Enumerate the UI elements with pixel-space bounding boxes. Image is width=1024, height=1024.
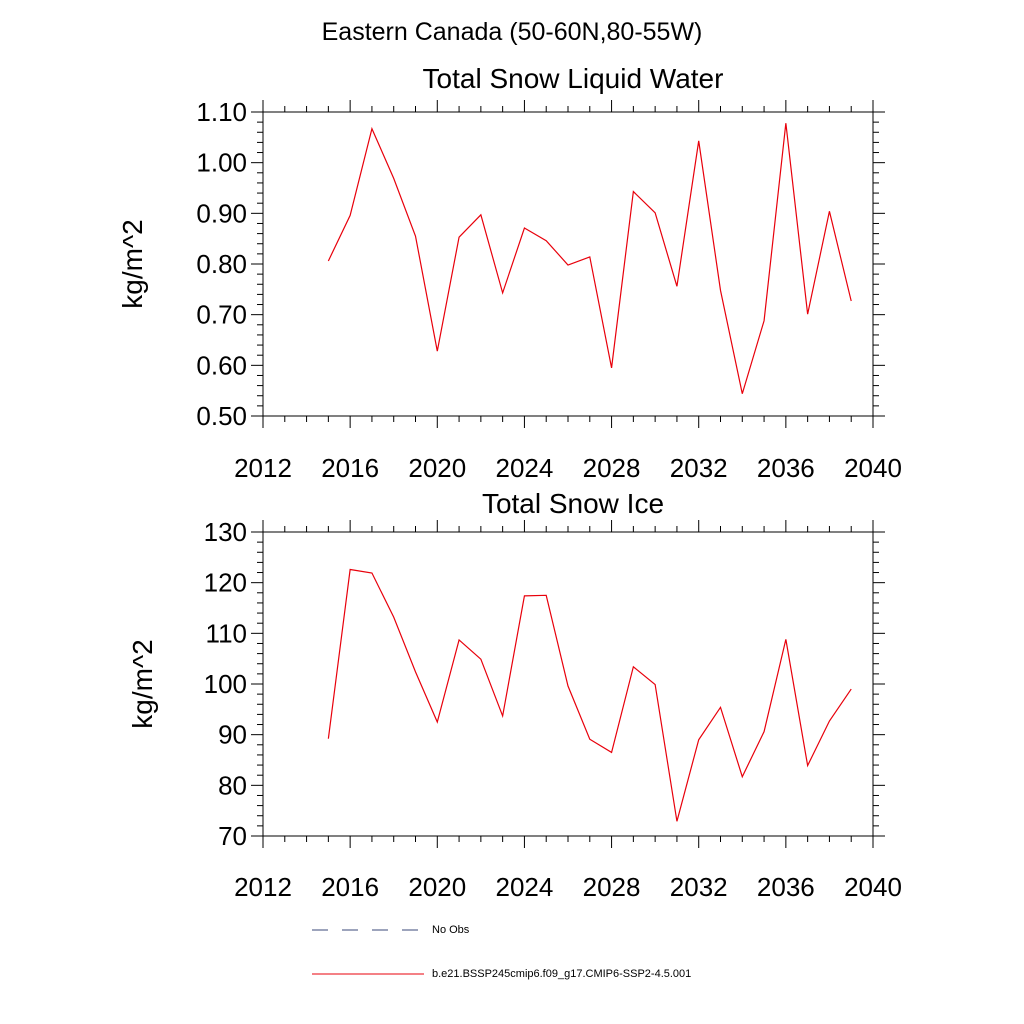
x-tick-label: 2020 xyxy=(408,453,466,483)
x-tick-label: 2028 xyxy=(583,453,641,483)
x-tick-label: 2016 xyxy=(321,453,379,483)
y-tick-label: 70 xyxy=(218,821,247,851)
legend-obs-label: No Obs xyxy=(432,924,470,936)
chart-panel-1: Total Snow Liquid Water kg/m^2 0.50 0.60 0.7… xyxy=(117,63,902,483)
y-tick-label: 120 xyxy=(204,568,247,598)
y-tick-label: 0.60 xyxy=(196,350,247,380)
legend-model-label: b.e21.BSSP245cmip6.f09_g17.CMIP6-SSP2-4.… xyxy=(432,968,691,980)
figure-title: Eastern Canada (50-60N,80-55W) xyxy=(321,18,703,46)
y-tick-label: 110 xyxy=(206,618,247,648)
x-tick-label: 2032 xyxy=(670,872,728,902)
chart-panel-2: Total Snow Ice kg/m^2 70 80 90 100 110 120 130 20… xyxy=(127,488,902,902)
y-tick-label: 100 xyxy=(204,669,247,699)
y-tick-label: 1.00 xyxy=(196,148,247,178)
x-tick-label: 2024 xyxy=(496,872,554,902)
x-tick-label: 2040 xyxy=(844,872,902,902)
y-tick-label: 0.90 xyxy=(196,198,247,228)
x-tick-label: 2028 xyxy=(583,872,641,902)
x-tick-label: 2016 xyxy=(321,872,379,902)
legend: No Obs b.e21.BSSP245cmip6.f09_g17.CMIP6-S… xyxy=(312,924,691,980)
y-axis-label: kg/m^2 xyxy=(117,219,148,308)
x-tick-label: 2012 xyxy=(234,453,292,483)
x-tick-label: 2024 xyxy=(496,453,554,483)
series-line xyxy=(327,123,852,394)
x-tick-label: 2036 xyxy=(757,453,815,483)
x-tick-label: 2032 xyxy=(670,453,728,483)
y-tick-label: 0.50 xyxy=(196,401,247,431)
x-tick-label: 2020 xyxy=(408,872,466,902)
chart-title: Total Snow Ice xyxy=(482,488,664,519)
y-tick-label: 0.70 xyxy=(196,300,247,330)
y-axis-label: kg/m^2 xyxy=(127,639,158,728)
y-tick-label: 90 xyxy=(218,720,247,750)
x-tick-label: 2036 xyxy=(757,872,815,902)
y-tick-label: 130 xyxy=(204,517,247,547)
y-tick-label: 0.80 xyxy=(196,249,247,279)
chart-title: Total Snow Liquid Water xyxy=(423,63,724,94)
y-tick-label: 1.10 xyxy=(196,97,247,127)
series-line xyxy=(327,568,852,822)
x-tick-label: 2040 xyxy=(844,453,902,483)
x-tick-label: 2012 xyxy=(234,872,292,902)
y-tick-label: 80 xyxy=(218,770,247,800)
